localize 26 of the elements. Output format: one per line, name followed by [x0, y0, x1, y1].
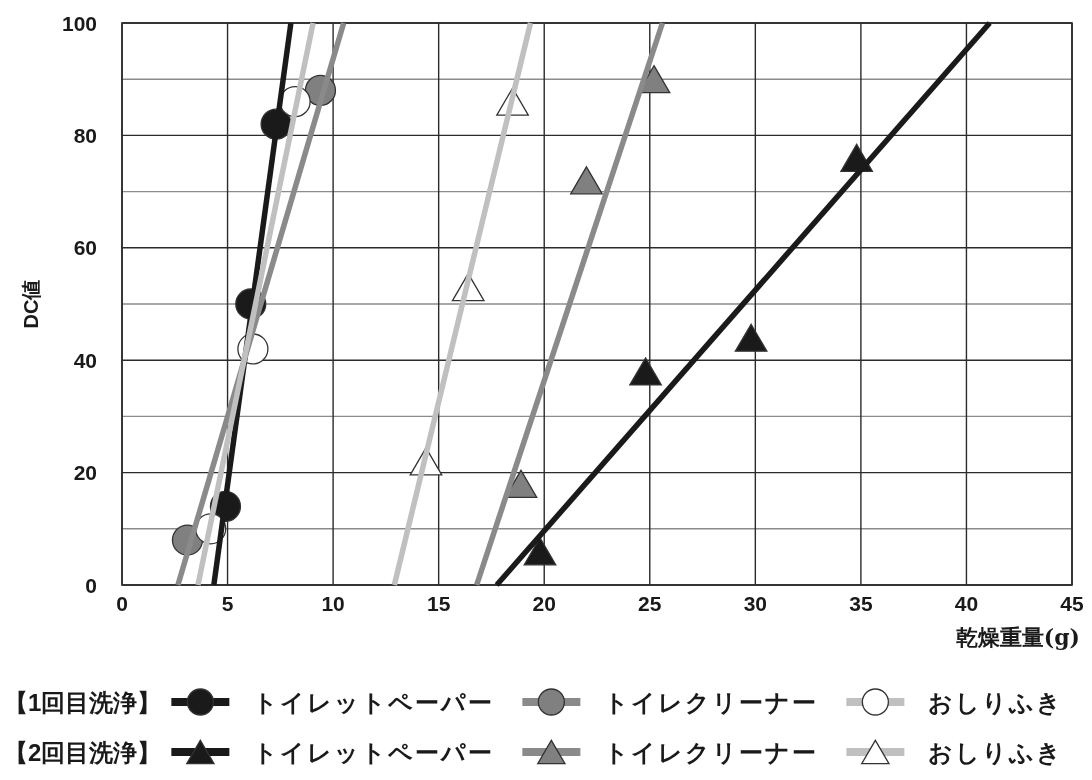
x-axis-title: 乾燥重量(g)	[955, 624, 1080, 650]
x-tick-label: 40	[954, 592, 979, 615]
y-tick-label: 80	[73, 123, 97, 147]
legend-label: トイレットペーパー	[253, 738, 495, 766]
legend-label: おしりふき	[928, 688, 1064, 716]
x-tick-label: 35	[849, 592, 873, 615]
x-tick-label: 10	[321, 592, 345, 615]
y-tick-label: 100	[61, 11, 97, 35]
y-tick-label: 20	[73, 461, 97, 485]
x-tick-label: 15	[426, 592, 451, 615]
legend-label: トイレクリーナー	[604, 738, 819, 766]
y-tick-label: 60	[73, 236, 97, 260]
legend-label: トイレットペーパー	[253, 688, 495, 716]
legend-label: トイレクリーナー	[604, 688, 819, 716]
legend-label: おしりふき	[928, 738, 1064, 766]
y-axis-title: DC値	[20, 279, 42, 329]
x-tick-label: 20	[532, 592, 556, 615]
y-tick-label: 0	[85, 573, 97, 597]
text: 【1回目洗浄】	[4, 688, 162, 716]
x-tick-label: 25	[638, 592, 662, 615]
text: 【2回目洗浄】	[4, 738, 162, 766]
y-tick-label: 40	[73, 348, 97, 372]
x-tick-label: 5	[221, 592, 234, 615]
x-tick-label: 30	[743, 592, 768, 615]
x-tick-label: 0	[116, 592, 128, 615]
x-tick-label: 45	[1060, 592, 1084, 615]
